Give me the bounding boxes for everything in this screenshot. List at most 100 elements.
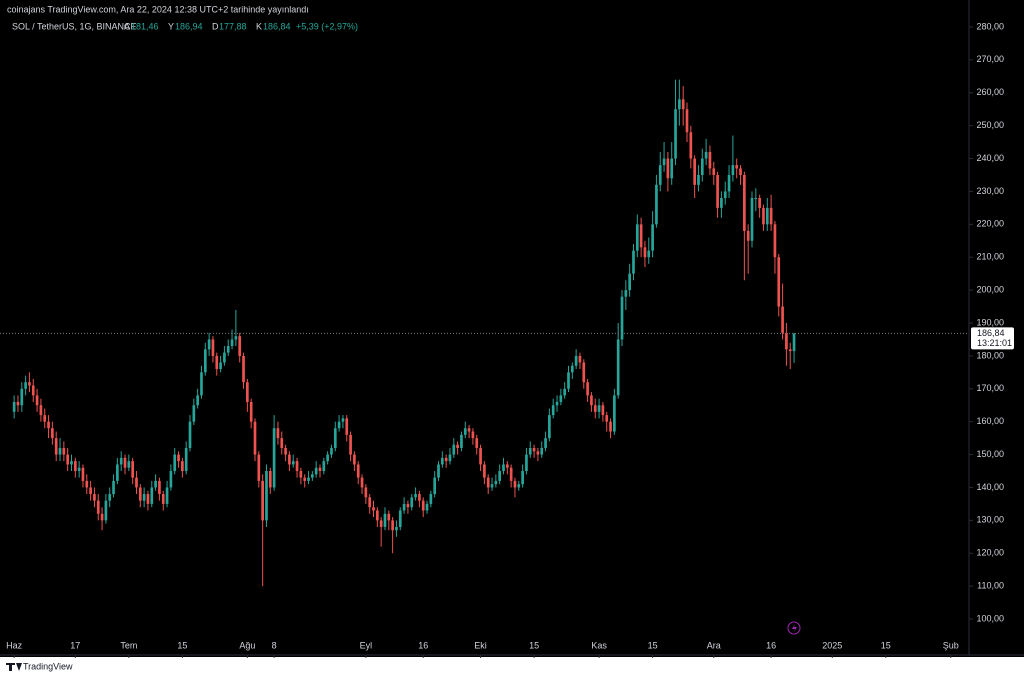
candle-body xyxy=(777,257,781,307)
x-tick-label: Ağu xyxy=(239,640,255,650)
candle-body xyxy=(398,510,402,527)
candle-body xyxy=(624,290,628,297)
candle-body xyxy=(601,405,605,416)
symbol: SOL / TetherUS, 1G, BINANCE xyxy=(12,21,137,31)
candle-body xyxy=(368,497,372,508)
candle-body xyxy=(609,421,612,432)
candle-body xyxy=(769,207,773,225)
x-tick-label: Ara xyxy=(707,640,721,650)
candle-body xyxy=(792,333,796,352)
y-tick-label: 140,00 xyxy=(976,482,1004,492)
candle-body xyxy=(47,421,50,429)
candle-body xyxy=(211,339,215,356)
candle-body xyxy=(387,513,391,521)
y-tick-label: 110,00 xyxy=(977,581,1004,591)
candle-body xyxy=(727,174,731,192)
candle-body xyxy=(788,349,792,352)
candle-body xyxy=(655,184,658,225)
x-tick-label: 17 xyxy=(70,640,80,650)
candle-body xyxy=(54,438,58,455)
candle-body xyxy=(765,207,769,225)
candle-body xyxy=(345,418,349,435)
candle-body xyxy=(364,487,368,498)
candle-body xyxy=(35,395,39,406)
candle-body xyxy=(177,454,180,462)
candle-body xyxy=(758,198,761,208)
candle-body xyxy=(238,336,242,356)
candle-body xyxy=(379,520,383,527)
candle-body xyxy=(188,421,192,449)
last-price-box xyxy=(971,327,1014,350)
candle-body xyxy=(712,168,716,175)
candle-body xyxy=(586,382,589,396)
candle-body xyxy=(448,454,452,462)
candle-body xyxy=(372,507,375,511)
candle-body xyxy=(723,191,727,199)
candle-body xyxy=(360,477,364,488)
candle-body xyxy=(467,428,471,432)
y-tick-label: 160,00 xyxy=(976,416,1004,426)
legend-value: 186,84 xyxy=(263,21,291,31)
candle-body xyxy=(704,151,708,159)
candle-body xyxy=(253,421,257,455)
x-tick-label: Eki xyxy=(474,640,487,650)
candle-body xyxy=(173,454,177,472)
legend-key: K xyxy=(256,21,262,31)
candle-body xyxy=(750,198,754,241)
x-tick-label: Kas xyxy=(591,640,607,650)
background xyxy=(0,0,1024,657)
candle-body xyxy=(490,484,494,488)
candle-body xyxy=(620,296,624,340)
candle-body xyxy=(28,382,31,386)
x-tick-label: 15 xyxy=(529,640,539,650)
candle-body xyxy=(203,349,207,373)
candle-body xyxy=(505,464,509,468)
y-tick-label: 170,00 xyxy=(976,383,1004,393)
candle-body xyxy=(81,467,85,481)
y-tick-label: 190,00 xyxy=(976,317,1004,327)
candle-body xyxy=(123,457,127,468)
y-tick-label: 240,00 xyxy=(976,153,1004,163)
candle-body xyxy=(731,165,735,175)
candle-body xyxy=(479,448,482,465)
candle-body xyxy=(333,428,337,449)
candle-body xyxy=(681,99,685,110)
candle-body xyxy=(628,273,631,291)
candle-body xyxy=(773,224,777,258)
y-tick-label: 280,00 xyxy=(976,21,1004,31)
candle-body xyxy=(746,230,750,241)
candle-body xyxy=(697,174,700,185)
candle-body xyxy=(616,339,620,396)
legend-key: D xyxy=(212,21,219,31)
y-tick-label: 100,00 xyxy=(976,613,1004,623)
candle-body xyxy=(207,339,211,350)
candle-body xyxy=(593,405,597,412)
candle-body xyxy=(119,457,123,465)
candle-body xyxy=(154,480,157,488)
legend-value: 181,46 xyxy=(131,21,159,31)
candle-body xyxy=(31,385,35,396)
candle-body xyxy=(295,461,299,472)
x-tick-label: Tem xyxy=(120,640,137,650)
candle-body xyxy=(89,487,92,495)
candle-body xyxy=(20,388,24,406)
candle-body xyxy=(437,464,440,478)
candle-body xyxy=(425,503,429,511)
candle-body xyxy=(16,401,20,406)
candle-body xyxy=(720,198,723,208)
candle-body xyxy=(509,467,513,481)
candle-body xyxy=(326,454,329,462)
candle-body xyxy=(51,428,54,439)
candle-body xyxy=(513,480,517,488)
candle-body xyxy=(272,428,276,488)
y-tick-label: 180,00 xyxy=(976,350,1004,360)
legend-key: A xyxy=(124,21,130,31)
legend-key: Y xyxy=(168,21,174,31)
candle-body xyxy=(257,454,261,481)
candle-body xyxy=(112,480,115,495)
candle-body xyxy=(590,395,593,406)
candle-body xyxy=(356,464,360,478)
candle-body xyxy=(555,401,559,406)
candle-body xyxy=(85,480,89,488)
